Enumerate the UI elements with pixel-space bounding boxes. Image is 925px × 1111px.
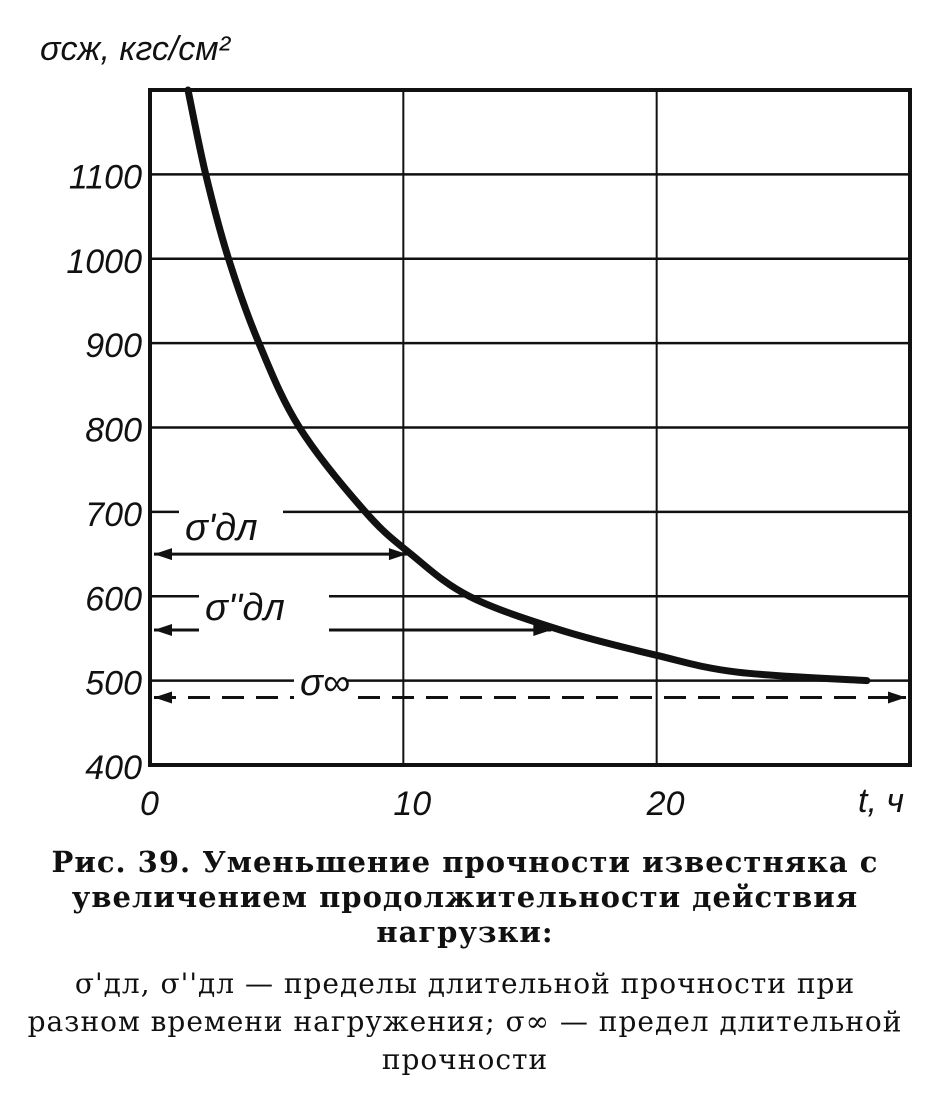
y-tick-label: 1000 [66,243,142,281]
arrowhead-left-icon [154,624,172,636]
y-axis-label: σсж, кгс/см² [40,30,232,68]
strength-curve [184,86,871,685]
x-axis-label: t, ч [858,782,904,820]
x-tick-label: 10 [393,785,431,823]
chart: 0 10 20 400 500 600 700 800 900 1000 1100 σ'дл σ''д… [40,30,912,823]
figure-caption: Рис. 39. Уменьшение прочности известняка… [51,845,879,949]
arrowhead-left-icon [154,691,172,704]
annotation-label: σ∞ [300,662,350,704]
arrowhead-right-icon [888,691,906,704]
arrowhead-right-icon [533,624,552,636]
arrowhead-right-icon [388,548,407,561]
y-tick-label: 700 [85,496,142,534]
label-background [179,496,283,552]
annotation-label: σ'дл [185,507,258,549]
annotation-label: σ''дл [205,587,285,629]
y-tick-label: 500 [85,665,142,703]
figure-legend-note: σ'дл, σ''дл — пределы длительной прочнос… [27,967,903,1076]
annotations: σ'дл σ''дл σ∞ [154,496,906,707]
y-tick-label: 900 [85,327,142,365]
y-tick-label: 400 [85,749,142,787]
plot-frame [148,88,912,767]
label-background [199,576,329,632]
x-tick-label: 20 [646,785,685,823]
y-tick-label: 1100 [69,158,142,196]
ticks: 0 10 20 400 500 600 700 800 900 1000 1100 [66,158,684,823]
grid [150,90,910,765]
label-background [294,651,346,707]
x-tick-label: 0 [140,785,159,823]
arrowhead-left-icon [154,548,172,561]
y-tick-label: 600 [85,580,142,618]
y-tick-label: 800 [85,412,142,450]
